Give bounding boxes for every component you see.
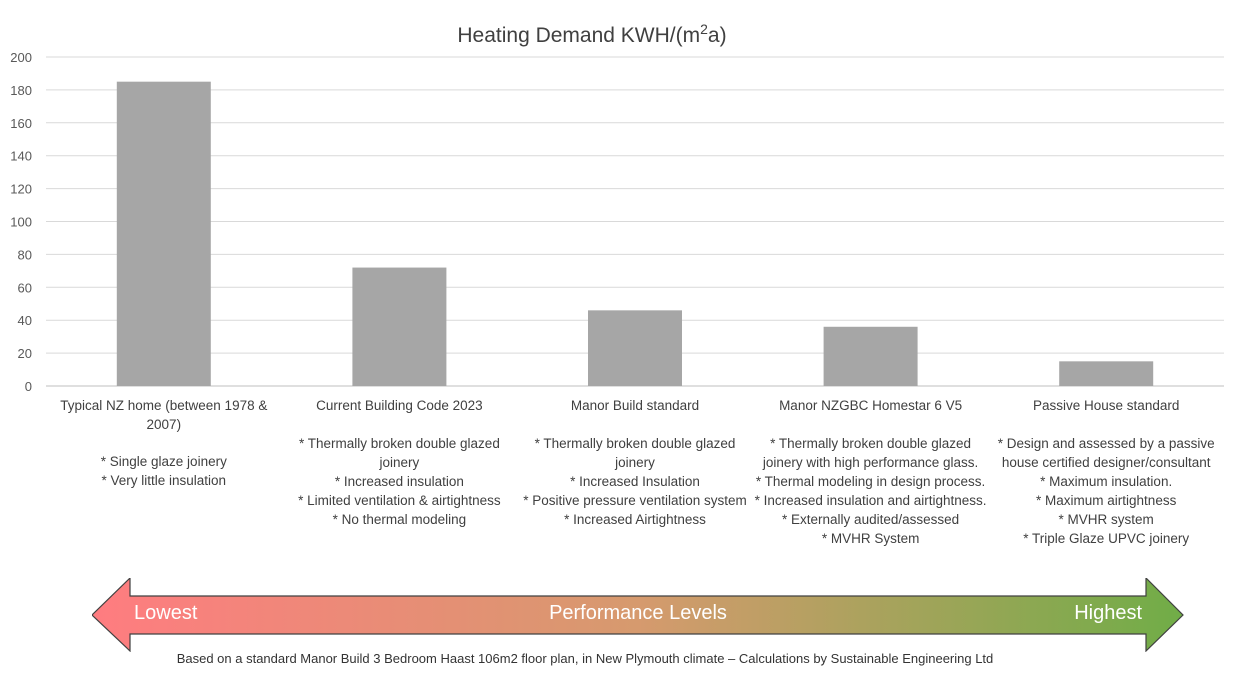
y-tick-label: 100 xyxy=(10,215,32,230)
y-tick-label: 120 xyxy=(10,182,32,197)
y-tick-label: 160 xyxy=(10,116,32,131)
arrow-label-lowest: Lowest xyxy=(134,602,198,624)
category-note: * Thermally broken double glazed joinery… xyxy=(762,436,979,470)
y-tick-label: 20 xyxy=(18,346,32,361)
category-label-5: Passive House standard * Design and asses… xyxy=(990,396,1222,548)
category-notes: * Thermally broken double glazed joinery… xyxy=(755,434,987,548)
category-note: * Increased Airtightness xyxy=(564,512,706,527)
bar-4 xyxy=(823,326,918,386)
footnote: Based on a standard Manor Build 3 Bedroo… xyxy=(176,651,994,666)
category-note: * Positive pressure ventilation system xyxy=(523,493,747,508)
category-note: * Maximum insulation. xyxy=(1040,474,1173,489)
arrow-shape xyxy=(91,576,1184,653)
category-note: * Very little insulation xyxy=(101,473,227,488)
heating-demand-chart: Heating Demand KWH/(m2a) 0 20 40 60 80 100 120… xyxy=(10,21,1224,394)
arrow-label-highest: Highest xyxy=(1074,602,1142,624)
category-note: * MVHR system xyxy=(1058,512,1154,527)
category-notes: * Thermally broken double glazed joinery… xyxy=(519,434,751,529)
category-label-4: Manor NZGBC Homestar 6 V5 * Thermally bro… xyxy=(755,396,987,548)
category-note: * Single glaze joinery xyxy=(100,454,227,469)
category-note: * Maximum airtightness xyxy=(1036,493,1177,508)
category-note: * MVHR System xyxy=(821,531,920,546)
category-note: * No thermal modeling xyxy=(332,512,467,527)
category-note: * Externally audited/assessed xyxy=(782,512,960,527)
category-note: * Triple Glaze UPVC joinery xyxy=(1023,531,1190,546)
category-name: Manor NZGBC Homestar 6 V5 xyxy=(779,398,963,413)
y-tick-label: 200 xyxy=(10,50,32,65)
category-note: * Design and assessed by a passive house… xyxy=(997,436,1215,470)
category-note: * Thermal modeling in design process. xyxy=(755,474,986,489)
y-axis-ticks: 0 20 40 60 80 100 120 140 160 180 200 xyxy=(10,50,32,394)
y-tick-label: 60 xyxy=(18,280,32,295)
category-label-1: Typical NZ home (between 1978 & 2007) * S… xyxy=(48,396,280,490)
bar-5 xyxy=(1059,361,1154,386)
bars xyxy=(116,81,1154,387)
category-label-2: Current Building Code 2023 * Thermally br… xyxy=(283,396,515,529)
category-name: Typical NZ home (between 1978 & 2007) xyxy=(60,398,268,432)
category-name: Passive House standard xyxy=(1033,398,1180,413)
arrow-label-performance-levels: Performance Levels xyxy=(549,602,727,624)
category-name: Current Building Code 2023 xyxy=(316,398,483,413)
performance-arrow: Lowest Performance Levels Highest xyxy=(91,576,1184,653)
category-note: * Limited ventilation & airtightness xyxy=(298,493,501,508)
y-tick-label: 0 xyxy=(25,379,32,394)
category-note: * Thermally broken double glazed joinery xyxy=(534,436,736,470)
category-notes: * Single glaze joinery * Very little insu… xyxy=(48,452,280,490)
gridlines xyxy=(46,56,1224,387)
y-tick-label: 140 xyxy=(10,149,32,164)
category-notes: * Thermally broken double glazed joinery… xyxy=(283,434,515,529)
y-tick-label: 80 xyxy=(18,247,32,262)
bar-2 xyxy=(352,267,447,386)
category-name: Manor Build standard xyxy=(570,398,700,413)
y-tick-label: 180 xyxy=(10,83,32,98)
chart-title: Heating Demand KWH/(m2a) xyxy=(457,21,726,47)
category-note: * Thermally broken double glazed joinery xyxy=(298,436,500,470)
category-note: * Increased insulation xyxy=(334,474,464,489)
bar-3 xyxy=(588,310,682,386)
category-label-3: Manor Build standard * Thermally broken d… xyxy=(519,396,751,529)
category-note: * Increased insulation and airtightness. xyxy=(754,493,987,508)
category-note: * Increased Insulation xyxy=(570,474,700,489)
category-notes: * Design and assessed by a passive house… xyxy=(990,434,1222,548)
bar-1 xyxy=(116,81,211,387)
y-tick-label: 40 xyxy=(18,313,32,328)
